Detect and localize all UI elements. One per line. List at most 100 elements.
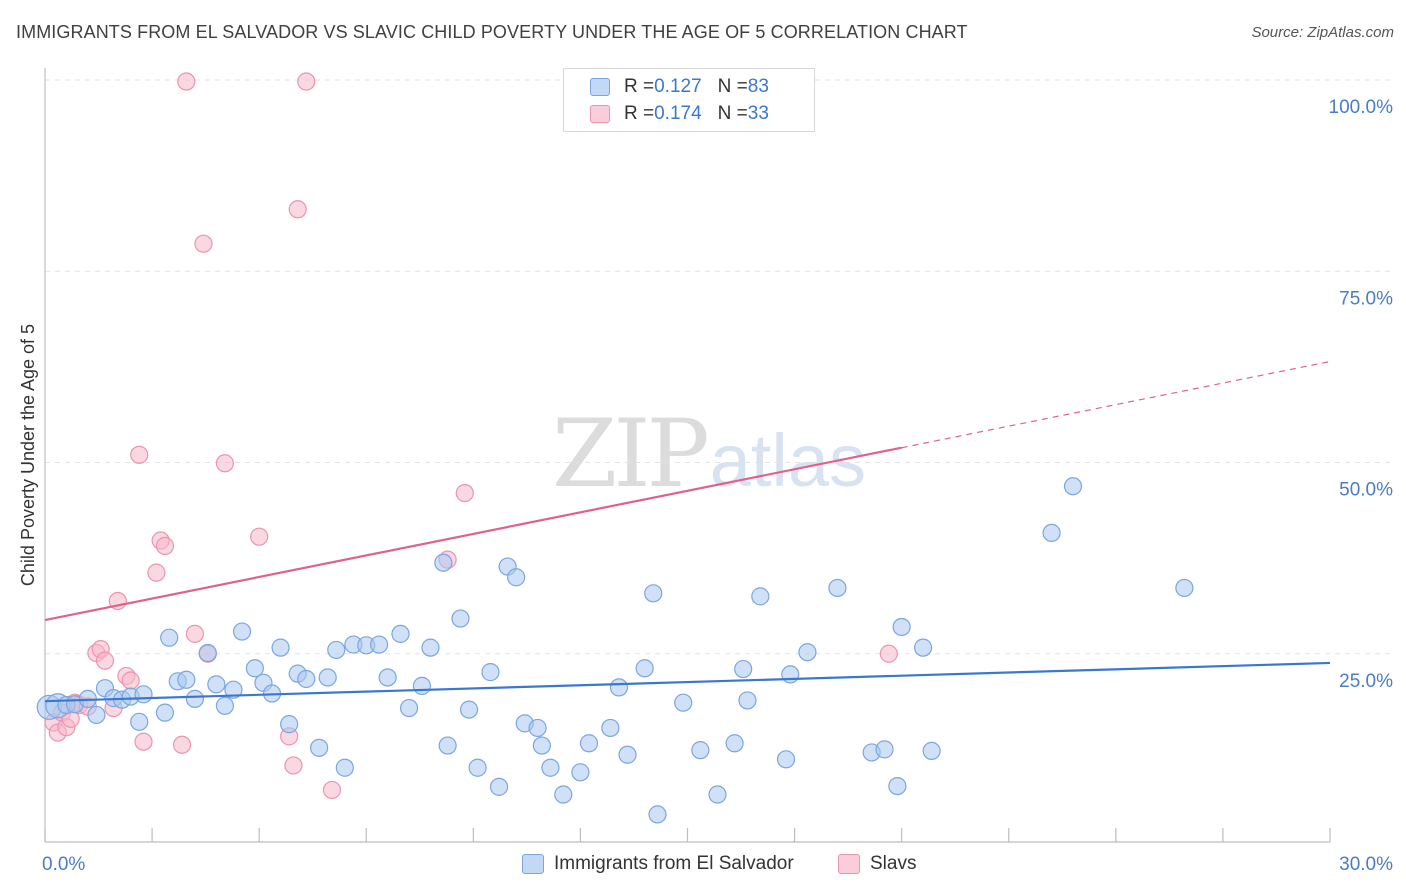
el-salvador-points <box>36 477 1194 824</box>
el-salvador-point <box>489 777 509 796</box>
el-salvador-point <box>87 705 106 725</box>
slavs-point <box>879 644 898 663</box>
el-salvador-point <box>601 718 620 738</box>
el-salvador-point <box>232 622 252 641</box>
tick-labels: 25.0% 50.0% 75.0% 100.0% 0.0% 30.0% <box>42 97 1393 875</box>
el-salvador-point <box>609 678 629 697</box>
el-salvador-point <box>434 553 453 572</box>
bottom-legend-label: Immigrants from El Salvador <box>554 853 794 874</box>
el-salvador-point <box>781 665 800 684</box>
el-salvador-point <box>1175 578 1194 598</box>
el-salvador-point <box>438 736 457 755</box>
slavs-point <box>297 72 316 91</box>
el-salvador-point <box>635 659 654 678</box>
y-tick-label: 100.0% <box>1329 97 1394 118</box>
el-salvador-point <box>421 638 440 657</box>
slavs-point <box>177 72 196 91</box>
el-salvador-point <box>130 712 149 731</box>
slavs-point <box>288 200 307 219</box>
el-salvador-point <box>532 736 551 755</box>
y-tick-label: 25.0% <box>1339 671 1393 692</box>
legend-row-el-salvador: R = 0.127 N = 83 <box>590 74 769 100</box>
bottom-legend-el-salvador: Immigrants from El Salvador <box>522 850 794 878</box>
el-salvador-point <box>224 680 243 699</box>
el-salvador-point <box>207 675 226 694</box>
legend-n-value: 33 <box>747 103 769 124</box>
gridlines <box>45 79 1395 655</box>
trend-lines <box>44 360 1331 703</box>
y-tick-label: 50.0% <box>1339 480 1393 501</box>
x-tick-label: 30.0% <box>1339 854 1393 875</box>
el-salvador-point <box>579 734 599 753</box>
slavs-point <box>455 484 474 503</box>
el-salvador-point <box>468 758 487 777</box>
legend-r-label: R = <box>624 103 655 124</box>
slavs-trend-line <box>44 446 902 622</box>
el-salvador-point <box>412 676 432 695</box>
legend-n-value: 83 <box>747 76 769 97</box>
el-salvador-point <box>271 638 290 657</box>
el-salvador-point <box>215 696 234 715</box>
el-salvador-point <box>335 758 354 777</box>
bottom-legend-swatch-pink <box>838 854 860 874</box>
chart-title: IMMIGRANTS FROM EL SALVADOR VS SLAVIC CH… <box>16 22 968 42</box>
el-salvador-point <box>318 668 337 687</box>
slavs-point <box>185 624 205 643</box>
el-salvador-point <box>618 745 637 764</box>
el-salvador-point <box>888 776 907 796</box>
slavs-points <box>44 72 898 800</box>
el-salvador-point <box>913 638 933 657</box>
el-salvador-point <box>734 659 753 679</box>
legend-row-slavs: R = 0.174 N = 33 <box>590 101 769 127</box>
slavs-point <box>121 671 140 690</box>
legend-swatch-pink <box>590 105 610 123</box>
el-salvador-point <box>528 718 547 738</box>
el-salvador-point <box>451 609 470 628</box>
slavs-point <box>134 732 153 751</box>
el-salvador-point <box>674 693 693 712</box>
correlation-legend: R = 0.127 N = 83 R = 0.174 N = 33 <box>563 68 815 132</box>
el-salvador-point <box>185 689 205 708</box>
el-salvador-point <box>751 587 770 606</box>
el-salvador-point <box>280 715 299 734</box>
el-salvador-point <box>177 670 196 689</box>
el-salvador-point <box>459 700 479 719</box>
legend-r-value: 0.174 <box>654 103 702 124</box>
el-salvador-point <box>399 698 419 718</box>
source-label: Source: ZipAtlas.com <box>1251 24 1394 41</box>
legend-r-value: 0.127 <box>654 76 702 97</box>
el-salvador-point <box>507 568 526 587</box>
slavs-point <box>250 527 269 546</box>
el-salvador-point <box>922 741 941 761</box>
el-salvador-point <box>776 750 796 769</box>
el-salvador-point <box>134 685 153 704</box>
el-salvador-point <box>245 659 264 678</box>
el-salvador-point <box>1063 477 1083 496</box>
legend-swatch-blue <box>590 78 610 96</box>
slavs-point <box>215 454 234 473</box>
slavs-point <box>322 780 342 800</box>
el-salvador-trend-line <box>44 661 1331 703</box>
y-axis-title: Child Poverty Under the Age of 5 <box>18 324 38 586</box>
el-salvador-point <box>327 640 346 660</box>
el-salvador-point <box>481 663 500 682</box>
el-salvador-point <box>725 734 744 753</box>
el-salvador-point <box>738 691 757 710</box>
el-salvador-point <box>160 628 179 647</box>
legend-r-label: R = <box>624 76 655 97</box>
slavs-trend-line-extension <box>901 360 1331 449</box>
bottom-legend-label: Slavs <box>870 853 917 874</box>
el-salvador-point <box>708 785 727 804</box>
el-salvador-point <box>1042 523 1061 542</box>
el-salvador-point <box>875 740 894 759</box>
el-salvador-point <box>391 624 410 643</box>
el-salvador-point <box>554 785 573 804</box>
el-salvador-point <box>310 738 329 757</box>
el-salvador-point <box>378 668 397 687</box>
y-tick-label: 75.0% <box>1339 288 1393 309</box>
bottom-legend-swatch-blue <box>522 854 544 874</box>
el-salvador-point <box>198 643 217 663</box>
el-salvador-point <box>297 669 316 689</box>
el-salvador-point <box>155 703 175 722</box>
